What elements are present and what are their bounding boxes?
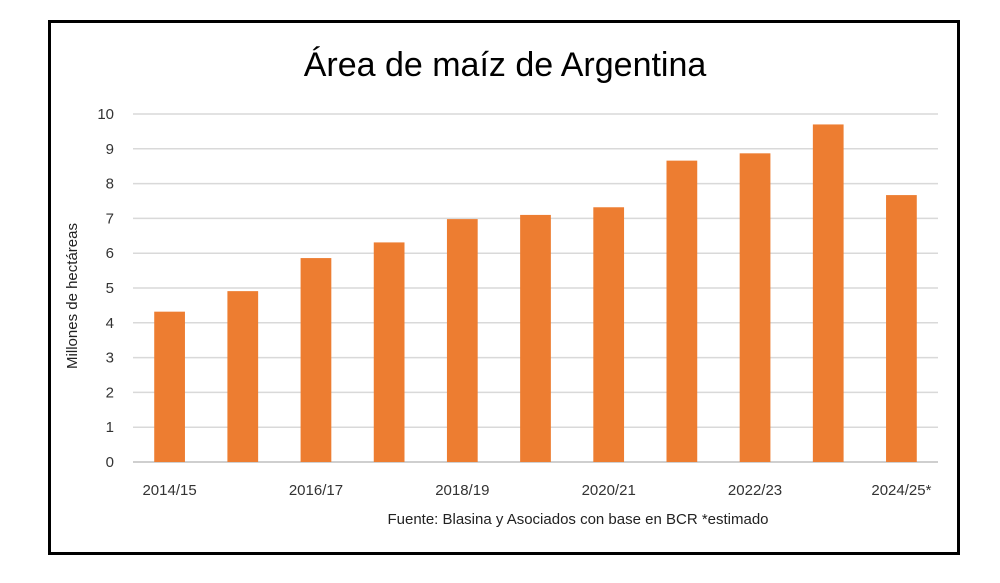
x-tick-label: 2014/15 [142, 482, 196, 499]
chart-title: Área de maíz de Argentina [304, 46, 707, 84]
y-axis-label: Millones de hectáreas [64, 223, 81, 369]
y-tick-label: 10 [97, 106, 114, 123]
bar [886, 195, 917, 463]
x-tick-label: 2018/19 [435, 482, 489, 499]
bar [227, 291, 259, 462]
bars [154, 124, 917, 463]
bar [520, 214, 551, 462]
source-note: Fuente: Blasina y Asociados con base en … [387, 511, 768, 528]
x-tick-label: 2020/21 [582, 482, 636, 499]
bar [812, 124, 844, 462]
x-tick-labels: 2014/15 2016/17 2018/19 2020/21 2022/23 2024/… [142, 482, 931, 499]
y-tick-label: 9 [106, 141, 114, 158]
y-tick-label: 3 [106, 350, 114, 367]
bar [593, 207, 625, 462]
gridlines [133, 113, 938, 463]
y-tick-label: 4 [106, 315, 114, 332]
y-tick-label: 0 [106, 454, 114, 471]
y-tick-label: 8 [106, 176, 114, 193]
bar [739, 153, 771, 462]
y-tick-label: 5 [106, 280, 114, 297]
bar [300, 258, 332, 462]
bar [154, 311, 185, 462]
y-tick-label: 2 [106, 384, 114, 401]
y-tick-labels: 0 1 2 3 4 5 6 7 8 9 10 [97, 106, 114, 471]
x-tick-label: 2016/17 [289, 482, 343, 499]
x-tick-label: 2024/25* [871, 482, 931, 499]
bar [373, 242, 405, 462]
x-tick-label: 2022/23 [728, 482, 782, 499]
bar [446, 219, 478, 462]
bar [666, 160, 698, 462]
y-tick-label: 1 [106, 419, 114, 436]
y-tick-label: 7 [106, 210, 114, 227]
y-tick-label: 6 [106, 245, 114, 262]
